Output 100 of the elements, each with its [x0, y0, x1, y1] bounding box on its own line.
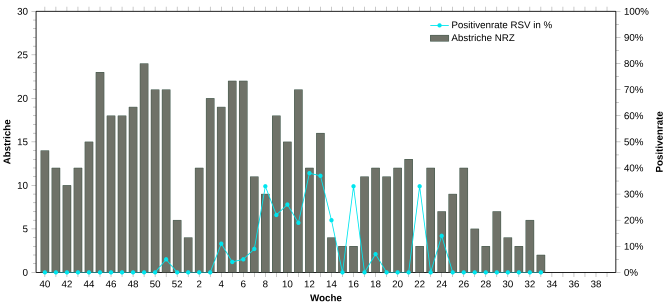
bar: [316, 133, 325, 273]
bar: [382, 176, 391, 273]
point: [263, 184, 268, 189]
bar: [349, 246, 358, 273]
bar: [206, 98, 215, 273]
y-tick-label: 10: [18, 182, 28, 190]
bar: [40, 150, 50, 273]
y-tick-label: 5: [22, 226, 28, 233]
point: [440, 234, 444, 238]
point: [186, 270, 190, 275]
point: [340, 270, 345, 275]
y2-tick-label: 70%: [624, 86, 644, 94]
point: [98, 270, 102, 275]
x-tick-label: 26: [458, 280, 469, 288]
y-tick-label: 0: [22, 269, 28, 276]
x-tick-label: 48: [128, 280, 138, 288]
x-tick-label: 10: [282, 280, 292, 288]
bar: [404, 159, 413, 273]
x-tick-label: 20: [392, 280, 403, 288]
x-tick-label: 24: [436, 280, 447, 288]
bar: [140, 64, 148, 273]
bar: [448, 194, 458, 273]
point: [384, 270, 389, 275]
x-tick-label: 52: [172, 280, 182, 288]
y2-tick-label: 60%: [624, 112, 644, 120]
x-tick-label: 22: [414, 280, 425, 288]
bar: [504, 238, 512, 273]
point: [329, 218, 334, 223]
bar: [415, 246, 424, 273]
bar: [426, 168, 435, 273]
bar: [238, 80, 248, 273]
x-tick-label: 36: [568, 280, 579, 288]
bar: [172, 220, 182, 273]
point: [362, 270, 367, 275]
point: [285, 202, 290, 207]
point: [417, 184, 422, 189]
x-tick-label: 2: [196, 280, 202, 288]
x-tick-label: 18: [370, 280, 381, 288]
y2-tick-label: 20%: [624, 216, 644, 224]
bar: [360, 176, 369, 273]
y-tick-label: 15: [18, 138, 28, 146]
point: [42, 270, 48, 275]
y-tick-label: 30: [18, 8, 28, 16]
bar: [250, 176, 259, 273]
y2-tick-label: 10%: [624, 243, 644, 250]
point: [428, 270, 433, 275]
point: [174, 270, 180, 275]
bar: [162, 90, 170, 273]
bar: [536, 255, 546, 273]
point: [506, 270, 510, 275]
point: [373, 252, 378, 257]
legend-label: Positivenrate RSV in %: [452, 21, 552, 29]
point: [516, 270, 522, 275]
point: [152, 270, 158, 275]
y2-tick-label: 0%: [624, 269, 638, 276]
point: [462, 270, 466, 275]
point: [130, 270, 136, 275]
point: [538, 270, 544, 275]
y-axis-title: Abstriche: [3, 120, 10, 164]
point: [219, 242, 224, 246]
bar: [194, 168, 204, 273]
x-tick-label: 46: [106, 280, 116, 288]
x-tick-label: 44: [84, 280, 94, 288]
bar: [526, 220, 534, 273]
y2-tick-label: 90%: [624, 34, 644, 42]
point: [296, 220, 301, 226]
bar: [371, 168, 380, 273]
y2-tick-label: 30%: [624, 190, 644, 198]
y2-tick-label: 40%: [624, 164, 644, 172]
point: [528, 270, 532, 275]
bar: [272, 116, 281, 273]
bar: [118, 116, 126, 273]
x-tick-label: 40: [40, 280, 50, 288]
bar: [84, 142, 94, 273]
point: [274, 213, 279, 218]
bar: [305, 168, 314, 273]
point: [208, 270, 212, 275]
point: [54, 270, 58, 275]
point: [230, 260, 234, 264]
bar: [393, 168, 402, 273]
point: [241, 257, 246, 262]
bar: [283, 142, 292, 273]
bar: [327, 238, 336, 273]
y2-tick-label: 100%: [624, 8, 649, 16]
bar: [514, 246, 524, 273]
point: [108, 270, 114, 275]
bar: [228, 80, 237, 273]
bar: [470, 228, 480, 273]
x-tick-label: 42: [62, 280, 72, 288]
point: [86, 270, 92, 275]
bar: [184, 238, 192, 273]
point: [64, 270, 70, 275]
bar: [62, 185, 72, 273]
bar: [150, 90, 160, 273]
x-tick-label: 4: [218, 280, 224, 288]
bar: [459, 168, 468, 273]
point: [450, 270, 455, 275]
x-tick-label: 6: [241, 280, 246, 288]
x-tick-label: 50: [150, 280, 160, 288]
point: [252, 246, 256, 252]
